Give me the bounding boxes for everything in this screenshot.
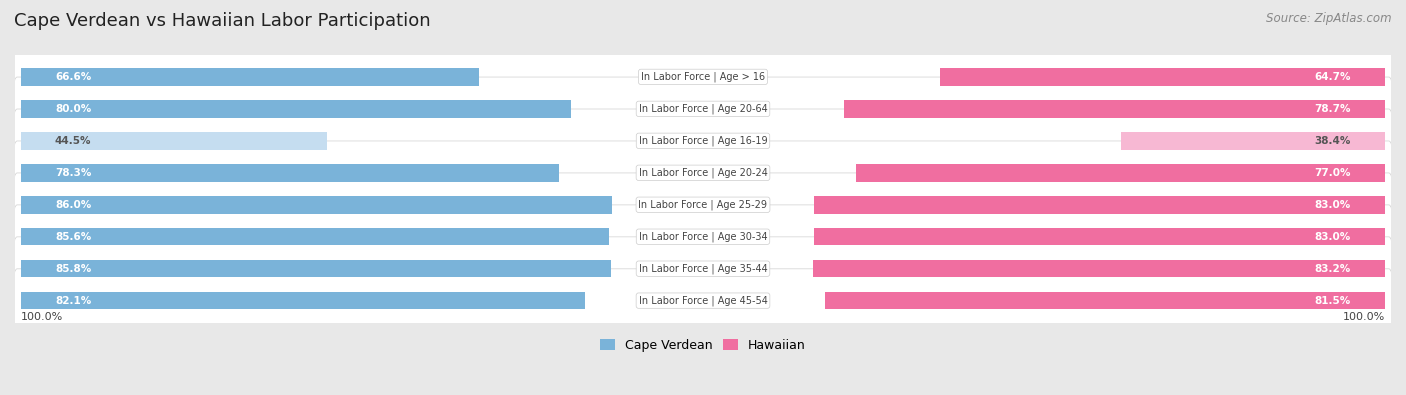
Bar <box>844 100 1385 118</box>
FancyBboxPatch shape <box>14 142 1393 205</box>
Bar <box>21 164 560 182</box>
Text: In Labor Force | Age 35-44: In Labor Force | Age 35-44 <box>638 263 768 274</box>
Text: 78.3%: 78.3% <box>55 168 91 178</box>
Text: 82.1%: 82.1% <box>55 295 91 306</box>
Bar <box>814 228 1385 246</box>
Text: 38.4%: 38.4% <box>1315 136 1351 146</box>
Text: In Labor Force | Age 45-54: In Labor Force | Age 45-54 <box>638 295 768 306</box>
Text: In Labor Force | Age 20-64: In Labor Force | Age 20-64 <box>638 103 768 114</box>
Text: 100.0%: 100.0% <box>21 312 63 322</box>
FancyBboxPatch shape <box>14 110 1393 173</box>
FancyBboxPatch shape <box>14 174 1393 237</box>
Text: 100.0%: 100.0% <box>1343 312 1385 322</box>
Text: 83.2%: 83.2% <box>1315 264 1351 274</box>
FancyBboxPatch shape <box>14 46 1393 110</box>
Text: 44.5%: 44.5% <box>55 136 91 146</box>
Bar <box>825 292 1385 309</box>
Text: 83.0%: 83.0% <box>1315 200 1351 210</box>
Text: In Labor Force | Age 20-24: In Labor Force | Age 20-24 <box>638 167 768 178</box>
Text: 81.5%: 81.5% <box>1315 295 1351 306</box>
Text: 64.7%: 64.7% <box>1315 72 1351 82</box>
Text: 80.0%: 80.0% <box>55 104 91 114</box>
Text: 85.8%: 85.8% <box>55 264 91 274</box>
Bar <box>21 196 612 214</box>
Legend: Cape Verdean, Hawaiian: Cape Verdean, Hawaiian <box>600 339 806 352</box>
FancyBboxPatch shape <box>14 141 1392 205</box>
Text: In Labor Force | Age 25-29: In Labor Force | Age 25-29 <box>638 199 768 210</box>
FancyBboxPatch shape <box>14 78 1393 141</box>
Bar <box>21 132 326 150</box>
Bar <box>856 164 1385 182</box>
Text: 85.6%: 85.6% <box>55 232 91 242</box>
FancyBboxPatch shape <box>14 270 1393 333</box>
Bar <box>814 196 1385 214</box>
Bar <box>21 228 609 246</box>
FancyBboxPatch shape <box>14 206 1393 269</box>
Bar <box>21 100 571 118</box>
Text: 83.0%: 83.0% <box>1315 232 1351 242</box>
Text: In Labor Force | Age 30-34: In Labor Force | Age 30-34 <box>638 231 768 242</box>
FancyBboxPatch shape <box>14 237 1392 301</box>
FancyBboxPatch shape <box>14 205 1392 269</box>
FancyBboxPatch shape <box>14 238 1393 301</box>
FancyBboxPatch shape <box>14 269 1392 333</box>
Text: 77.0%: 77.0% <box>1315 168 1351 178</box>
Bar <box>21 292 585 309</box>
Bar <box>813 260 1385 277</box>
FancyBboxPatch shape <box>14 77 1392 141</box>
Text: Source: ZipAtlas.com: Source: ZipAtlas.com <box>1267 12 1392 25</box>
Text: Cape Verdean vs Hawaiian Labor Participation: Cape Verdean vs Hawaiian Labor Participa… <box>14 12 430 30</box>
Bar <box>941 68 1385 86</box>
FancyBboxPatch shape <box>14 173 1392 237</box>
FancyBboxPatch shape <box>14 109 1392 173</box>
Bar <box>1122 132 1385 150</box>
Text: In Labor Force | Age 16-19: In Labor Force | Age 16-19 <box>638 135 768 146</box>
FancyBboxPatch shape <box>14 45 1392 109</box>
Text: 86.0%: 86.0% <box>55 200 91 210</box>
Bar <box>21 68 478 86</box>
Text: In Labor Force | Age > 16: In Labor Force | Age > 16 <box>641 71 765 82</box>
Text: 78.7%: 78.7% <box>1315 104 1351 114</box>
Bar <box>21 260 610 277</box>
Text: 66.6%: 66.6% <box>55 72 91 82</box>
